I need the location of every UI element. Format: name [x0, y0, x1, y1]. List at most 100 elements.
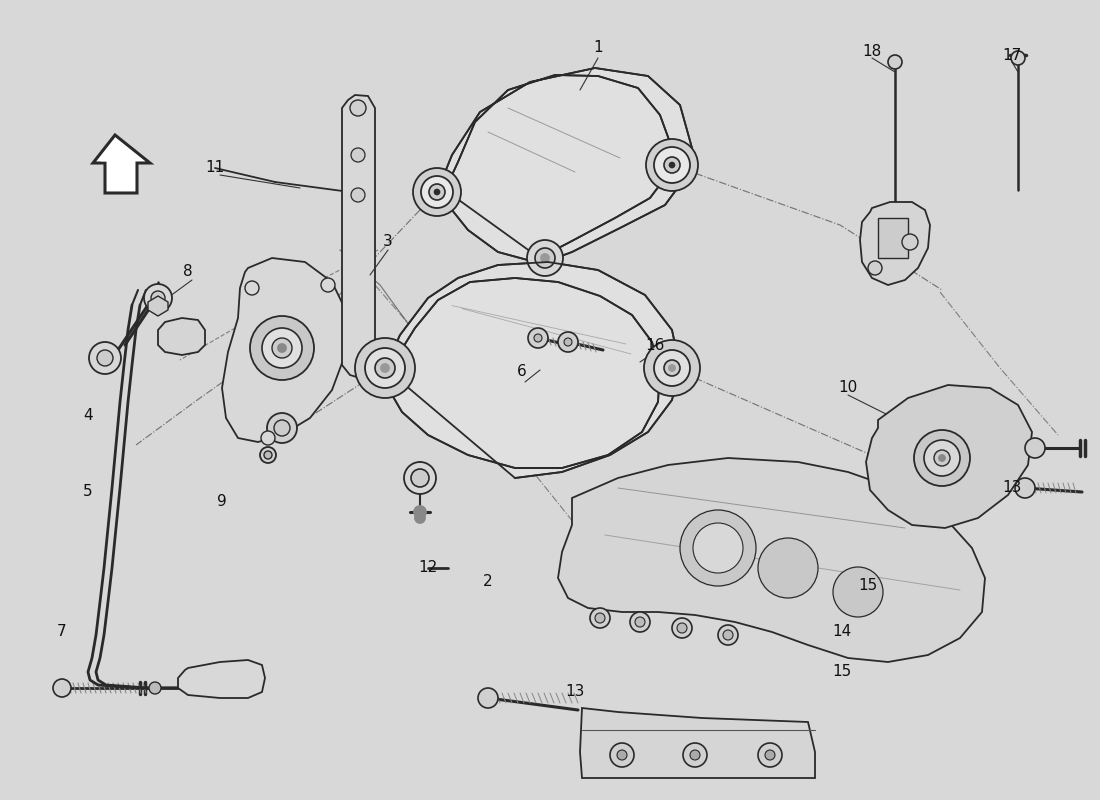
- Text: 13: 13: [1002, 481, 1022, 495]
- Polygon shape: [558, 458, 984, 662]
- Circle shape: [939, 455, 945, 461]
- Circle shape: [535, 248, 556, 268]
- Circle shape: [262, 328, 303, 368]
- Circle shape: [144, 284, 172, 312]
- Circle shape: [267, 413, 297, 443]
- Circle shape: [365, 348, 405, 388]
- Polygon shape: [866, 385, 1032, 528]
- Text: 12: 12: [418, 561, 438, 575]
- Circle shape: [680, 510, 756, 586]
- Polygon shape: [94, 135, 150, 193]
- Circle shape: [350, 100, 366, 116]
- Circle shape: [541, 254, 549, 262]
- Circle shape: [683, 743, 707, 767]
- Circle shape: [381, 364, 389, 372]
- Text: 8: 8: [184, 265, 192, 279]
- Polygon shape: [860, 202, 930, 285]
- Circle shape: [260, 447, 276, 463]
- Polygon shape: [222, 258, 348, 442]
- Circle shape: [833, 567, 883, 617]
- Text: 4: 4: [84, 407, 92, 422]
- Circle shape: [654, 350, 690, 386]
- Circle shape: [421, 176, 453, 208]
- Circle shape: [1011, 51, 1025, 65]
- Circle shape: [414, 506, 426, 518]
- Circle shape: [278, 344, 286, 352]
- Text: 14: 14: [833, 625, 851, 639]
- Circle shape: [89, 342, 121, 374]
- Circle shape: [355, 338, 415, 398]
- Circle shape: [375, 358, 395, 378]
- Circle shape: [1025, 438, 1045, 458]
- Polygon shape: [385, 262, 680, 478]
- Circle shape: [672, 618, 692, 638]
- Circle shape: [250, 316, 314, 380]
- Text: 5: 5: [84, 485, 92, 499]
- Circle shape: [411, 469, 429, 487]
- Text: 17: 17: [1002, 47, 1022, 62]
- Text: 16: 16: [646, 338, 664, 353]
- Circle shape: [274, 420, 290, 436]
- Text: 9: 9: [217, 494, 227, 510]
- Circle shape: [902, 234, 918, 250]
- Circle shape: [635, 617, 645, 627]
- Circle shape: [534, 334, 542, 342]
- Bar: [878, 218, 908, 258]
- Circle shape: [654, 147, 690, 183]
- Circle shape: [690, 750, 700, 760]
- Circle shape: [758, 538, 818, 598]
- Text: 7: 7: [57, 625, 67, 639]
- Circle shape: [148, 682, 161, 694]
- Text: 10: 10: [838, 381, 858, 395]
- Polygon shape: [148, 296, 168, 316]
- Circle shape: [868, 261, 882, 275]
- Text: 11: 11: [206, 161, 224, 175]
- Circle shape: [351, 148, 365, 162]
- Circle shape: [630, 612, 650, 632]
- Circle shape: [321, 278, 336, 292]
- Circle shape: [595, 613, 605, 623]
- Circle shape: [261, 431, 275, 445]
- Circle shape: [53, 679, 72, 697]
- Circle shape: [272, 338, 292, 358]
- Text: 1: 1: [593, 39, 603, 54]
- Circle shape: [669, 162, 675, 168]
- Text: 15: 15: [833, 665, 851, 679]
- Circle shape: [758, 743, 782, 767]
- Circle shape: [617, 750, 627, 760]
- Circle shape: [97, 350, 113, 366]
- Circle shape: [527, 240, 563, 276]
- Circle shape: [888, 55, 902, 69]
- Circle shape: [412, 168, 461, 216]
- Polygon shape: [580, 708, 815, 778]
- Circle shape: [264, 451, 272, 459]
- Circle shape: [245, 281, 258, 295]
- Circle shape: [718, 625, 738, 645]
- Circle shape: [434, 189, 440, 195]
- Text: 6: 6: [517, 365, 527, 379]
- Circle shape: [429, 184, 446, 200]
- Circle shape: [564, 338, 572, 346]
- Circle shape: [528, 328, 548, 348]
- Circle shape: [1015, 478, 1035, 498]
- Circle shape: [664, 360, 680, 376]
- Circle shape: [351, 188, 365, 202]
- Text: 18: 18: [862, 45, 881, 59]
- Text: 13: 13: [565, 685, 585, 699]
- Polygon shape: [101, 147, 135, 187]
- Circle shape: [924, 440, 960, 476]
- Circle shape: [590, 608, 610, 628]
- Circle shape: [558, 332, 578, 352]
- Circle shape: [646, 139, 698, 191]
- Circle shape: [644, 340, 700, 396]
- Circle shape: [764, 750, 776, 760]
- Circle shape: [914, 430, 970, 486]
- Circle shape: [934, 450, 950, 466]
- Text: 2: 2: [483, 574, 493, 590]
- Text: 3: 3: [383, 234, 393, 250]
- Circle shape: [478, 688, 498, 708]
- Text: 15: 15: [858, 578, 878, 593]
- Circle shape: [415, 513, 425, 523]
- Polygon shape: [178, 660, 265, 698]
- Polygon shape: [94, 135, 150, 193]
